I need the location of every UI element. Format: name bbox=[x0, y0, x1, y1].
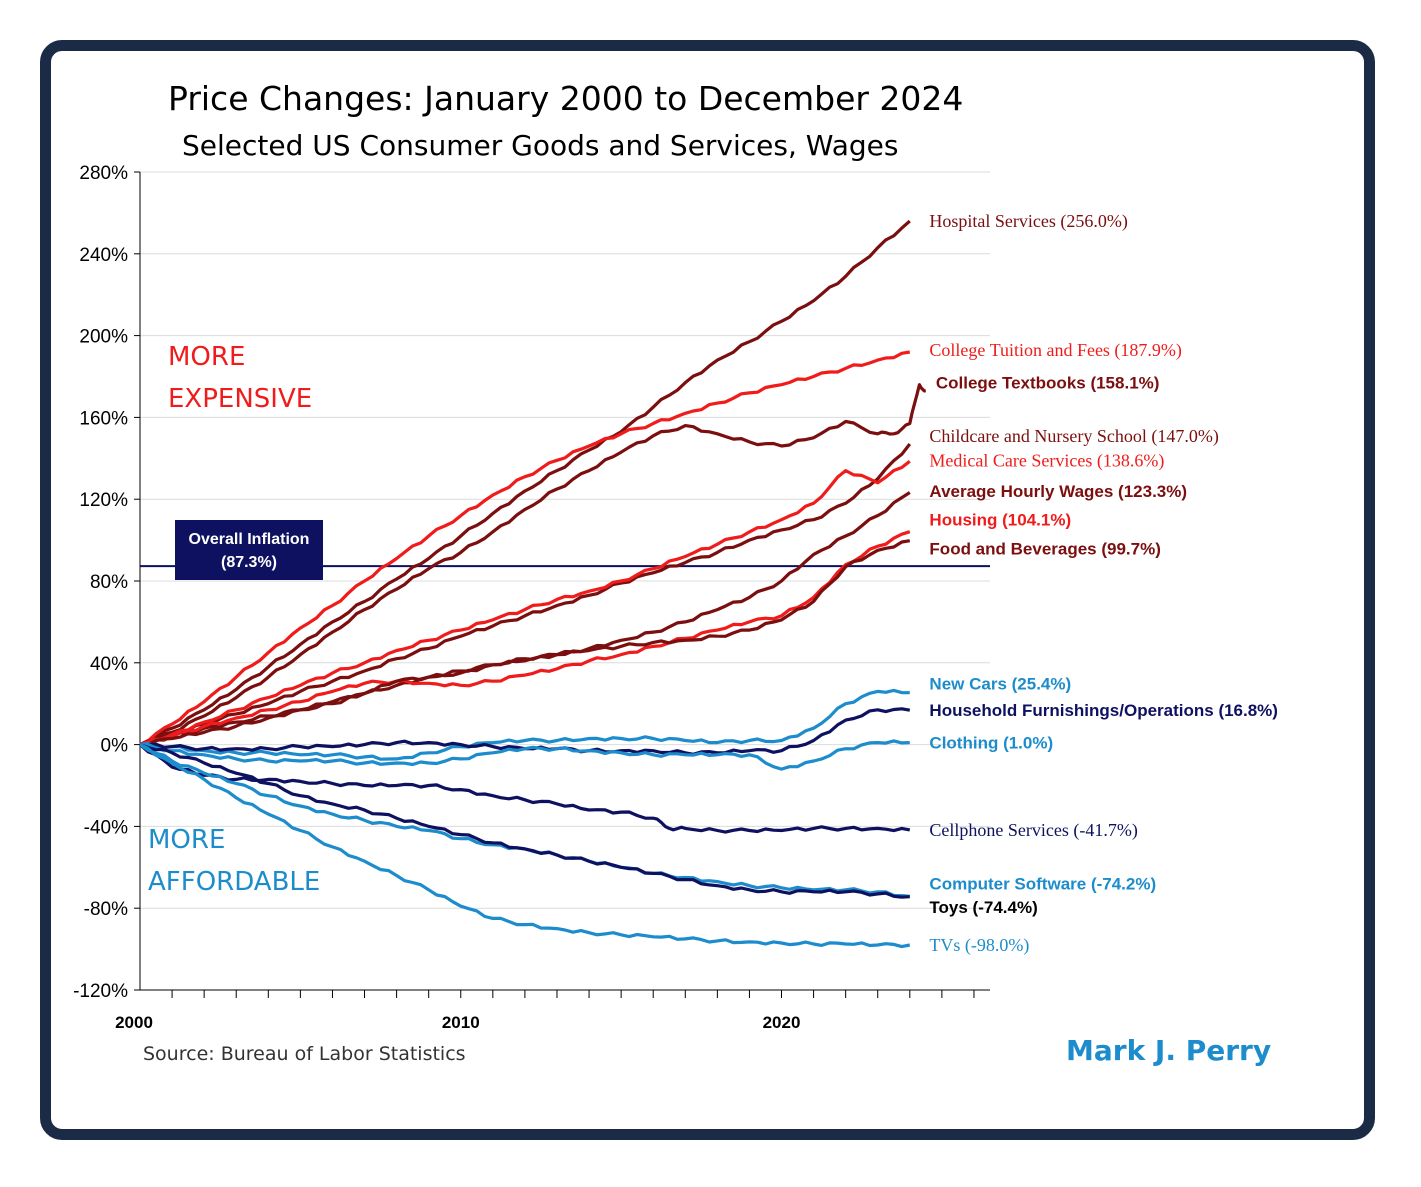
x-tick-label: 2020 bbox=[763, 1013, 801, 1032]
series-label-hospital-services: Hospital Services (256.0%) bbox=[929, 211, 1127, 232]
series-line-hospital-services bbox=[139, 219, 911, 747]
x-tick-label: 2000 bbox=[115, 1013, 153, 1032]
series-label-cellphone-services: Cellphone Services (-41.7%) bbox=[929, 820, 1137, 841]
series-line-medical-care-services bbox=[139, 459, 911, 747]
series-line-childcare-and-nursery-school bbox=[139, 443, 912, 747]
chart-title: Price Changes: January 2000 to December … bbox=[168, 79, 963, 118]
series-label-housing: Housing (104.1%) bbox=[929, 511, 1071, 530]
series-label-clothing: Clothing (1.0%) bbox=[929, 734, 1053, 753]
y-tick-label: 280% bbox=[79, 163, 128, 184]
source-note: Source: Bureau of Labor Statistics bbox=[143, 1043, 466, 1065]
series-line-food-and-beverages bbox=[140, 539, 911, 747]
y-tick-label: 240% bbox=[79, 245, 128, 266]
series-line-housing bbox=[139, 530, 911, 747]
series-line-college-textbooks bbox=[139, 383, 926, 747]
more-expensive-line2: EXPENSIVE bbox=[168, 384, 312, 414]
series-label-average-hourly-wages: Average Hourly Wages (123.3%) bbox=[929, 482, 1187, 501]
series-line-toys bbox=[139, 743, 910, 899]
y-tick-label: -80% bbox=[84, 899, 128, 920]
y-tick-label: 40% bbox=[90, 654, 128, 675]
chart-frame bbox=[40, 40, 1375, 1140]
series-label-food-and-beverages: Food and Beverages (99.7%) bbox=[929, 539, 1160, 558]
series-label-computer-software: Computer Software (-74.2%) bbox=[929, 875, 1156, 894]
series-label-medical-care-services: Medical Care Services (138.6%) bbox=[929, 450, 1164, 471]
y-tick-label: -120% bbox=[73, 981, 128, 1002]
series-label-college-tuition-and-fees: College Tuition and Fees (187.9%) bbox=[929, 340, 1182, 361]
overall-inflation-value: (87.3%) bbox=[221, 554, 277, 571]
y-tick-label: 80% bbox=[90, 572, 128, 593]
y-tick-label: 0% bbox=[101, 736, 129, 757]
more-affordable-line2: AFFORDABLE bbox=[148, 867, 320, 897]
series-line-cellphone-services bbox=[138, 743, 911, 834]
overall-inflation-box bbox=[175, 520, 323, 580]
more-expensive-line1: MORE bbox=[168, 342, 245, 372]
series-label-new-cars: New Cars (25.4%) bbox=[929, 674, 1071, 693]
x-tick-label: 2010 bbox=[442, 1013, 480, 1032]
y-tick-label: -40% bbox=[84, 817, 128, 838]
y-tick-label: 200% bbox=[79, 327, 128, 348]
y-axis: 280% 240% 200% 160% 120% 80% 40% 0% -40% -80% -120… bbox=[73, 163, 141, 1002]
overall-inflation-label: Overall Inflation bbox=[189, 531, 310, 548]
series-line-college-tuition-and-fees bbox=[139, 350, 911, 747]
series-labels: Hospital Services (256.0%) College Tuitio… bbox=[929, 211, 1278, 956]
y-tick-label: 160% bbox=[79, 408, 128, 429]
x-axis: 2000 2010 2020 bbox=[115, 989, 990, 1032]
series-line-tvs bbox=[139, 743, 911, 949]
series-label-tvs: TVs (-98.0%) bbox=[929, 935, 1029, 956]
series-lines bbox=[138, 219, 926, 949]
series-label-toys: Toys (-74.4%) bbox=[929, 898, 1037, 917]
y-tick-label: 120% bbox=[79, 490, 128, 511]
gridlines bbox=[140, 171, 990, 991]
series-label-college-textbooks: College Textbooks (158.1%) bbox=[936, 374, 1160, 393]
series-line-new-cars bbox=[139, 688, 910, 761]
series-label-household-furnishings-operations: Household Furnishings/Operations (16.8%) bbox=[929, 701, 1278, 720]
more-affordable-line1: MORE bbox=[148, 825, 225, 855]
series-label-childcare-and-nursery-school: Childcare and Nursery School (147.0%) bbox=[929, 426, 1218, 447]
series-line-clothing bbox=[139, 739, 910, 771]
chart-subtitle: Selected US Consumer Goods and Services,… bbox=[182, 129, 898, 162]
author-credit: Mark J. Perry bbox=[1066, 1034, 1271, 1067]
series-line-average-hourly-wages bbox=[139, 491, 911, 747]
